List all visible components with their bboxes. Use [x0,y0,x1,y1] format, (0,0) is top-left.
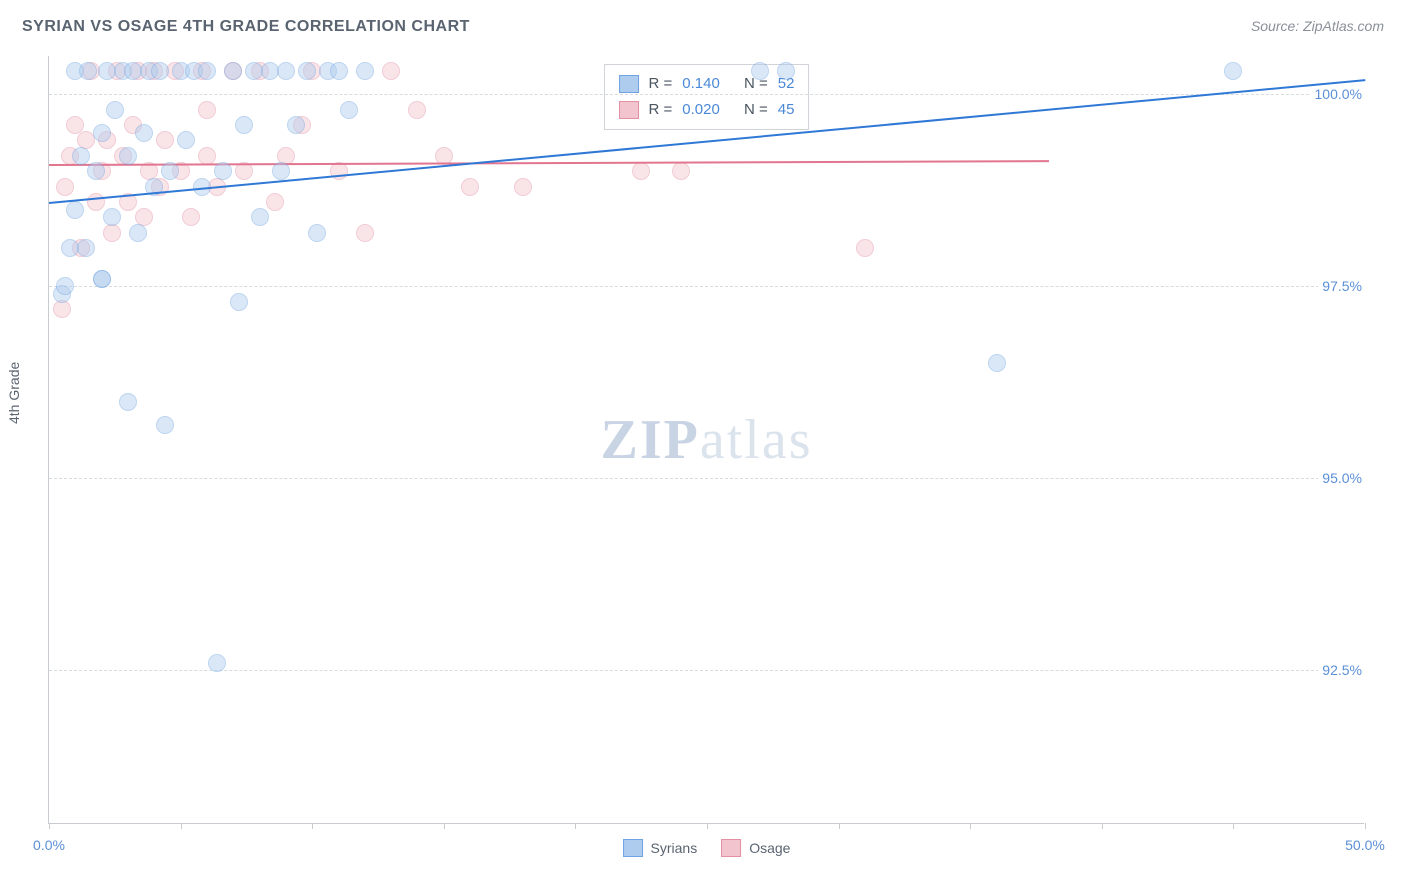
scatter-point-syrians [988,354,1006,372]
scatter-point-osage [514,178,532,196]
swatch-osage [721,839,741,857]
legend-label-syrians: Syrians [651,840,698,856]
legend-label-osage: Osage [749,840,790,856]
scatter-point-syrians [198,62,216,80]
scatter-point-osage [182,208,200,226]
r-label: R = [649,97,673,123]
scatter-point-osage [382,62,400,80]
x-tick [1102,823,1103,829]
scatter-point-osage [856,239,874,257]
x-tick [575,823,576,829]
scatter-point-osage [56,178,74,196]
gridline [49,94,1364,95]
scatter-point-syrians [119,393,137,411]
scatter-point-syrians [103,208,121,226]
scatter-point-osage [356,224,374,242]
scatter-point-syrians [272,162,290,180]
y-tick-label: 92.5% [1318,662,1366,678]
scatter-point-syrians [298,62,316,80]
legend-row-osage: R = 0.020 N = 45 [619,97,795,123]
scatter-point-syrians [230,293,248,311]
x-tick [444,823,445,829]
scatter-point-syrians [87,162,105,180]
scatter-point-syrians [156,416,174,434]
scatter-point-syrians [119,147,137,165]
gridline [49,478,1364,479]
scatter-point-syrians [308,224,326,242]
scatter-point-syrians [66,201,84,219]
x-tick [312,823,313,829]
scatter-point-osage [198,101,216,119]
scatter-point-osage [632,162,650,180]
scatter-point-syrians [135,124,153,142]
chart-title: SYRIAN VS OSAGE 4TH GRADE CORRELATION CH… [22,18,470,36]
scatter-point-osage [156,131,174,149]
scatter-point-osage [266,193,284,211]
r-value-syrians: 0.140 [682,71,720,97]
x-tick [49,823,50,829]
scatter-point-syrians [93,124,111,142]
y-tick-label: 100.0% [1311,86,1366,102]
r-label: R = [649,71,673,97]
x-tick [707,823,708,829]
swatch-osage [619,101,639,119]
x-tick-label: 0.0% [33,837,65,853]
scatter-point-syrians [129,224,147,242]
scatter-point-osage [461,178,479,196]
swatch-syrians [623,839,643,857]
scatter-point-syrians [161,162,179,180]
scatter-point-syrians [224,62,242,80]
scatter-point-syrians [340,101,358,119]
scatter-point-syrians [1224,62,1242,80]
x-tick [970,823,971,829]
scatter-point-osage [87,193,105,211]
x-tick [1365,823,1366,829]
scatter-point-syrians [208,654,226,672]
series-legend: Syrians Osage [623,839,791,857]
y-tick-label: 95.0% [1318,470,1366,486]
source-attribution: Source: ZipAtlas.com [1251,18,1384,34]
scatter-point-syrians [177,131,195,149]
scatter-point-osage [198,147,216,165]
scatter-point-osage [408,101,426,119]
scatter-point-syrians [751,62,769,80]
scatter-point-syrians [93,270,111,288]
n-value-osage: 45 [778,97,795,123]
scatter-point-syrians [287,116,305,134]
r-value-osage: 0.020 [682,97,720,123]
y-axis-label: 4th Grade [6,362,22,424]
scatter-point-syrians [356,62,374,80]
scatter-point-syrians [56,277,74,295]
legend-item-syrians: Syrians [623,839,698,857]
scatter-point-syrians [251,208,269,226]
scatter-point-syrians [151,62,169,80]
legend-item-osage: Osage [721,839,790,857]
scatter-point-syrians [106,101,124,119]
legend-row-syrians: R = 0.140 N = 52 [619,71,795,97]
scatter-point-syrians [77,239,95,257]
x-tick [181,823,182,829]
scatter-point-syrians [79,62,97,80]
scatter-point-syrians [235,116,253,134]
scatter-plot-area: ZIPatlas R = 0.140 N = 52 R = 0.020 N = … [48,56,1364,824]
scatter-point-syrians [72,147,90,165]
scatter-point-syrians [277,62,295,80]
gridline [49,286,1364,287]
scatter-point-syrians [330,62,348,80]
x-tick-label: 50.0% [1345,837,1385,853]
y-tick-label: 97.5% [1318,278,1366,294]
scatter-point-syrians [777,62,795,80]
gridline [49,670,1364,671]
swatch-syrians [619,75,639,93]
n-label: N = [744,97,768,123]
x-tick [1233,823,1234,829]
scatter-point-syrians [214,162,232,180]
scatter-point-osage [672,162,690,180]
watermark: ZIPatlas [601,408,813,472]
scatter-point-osage [53,300,71,318]
x-tick [839,823,840,829]
scatter-point-osage [103,224,121,242]
